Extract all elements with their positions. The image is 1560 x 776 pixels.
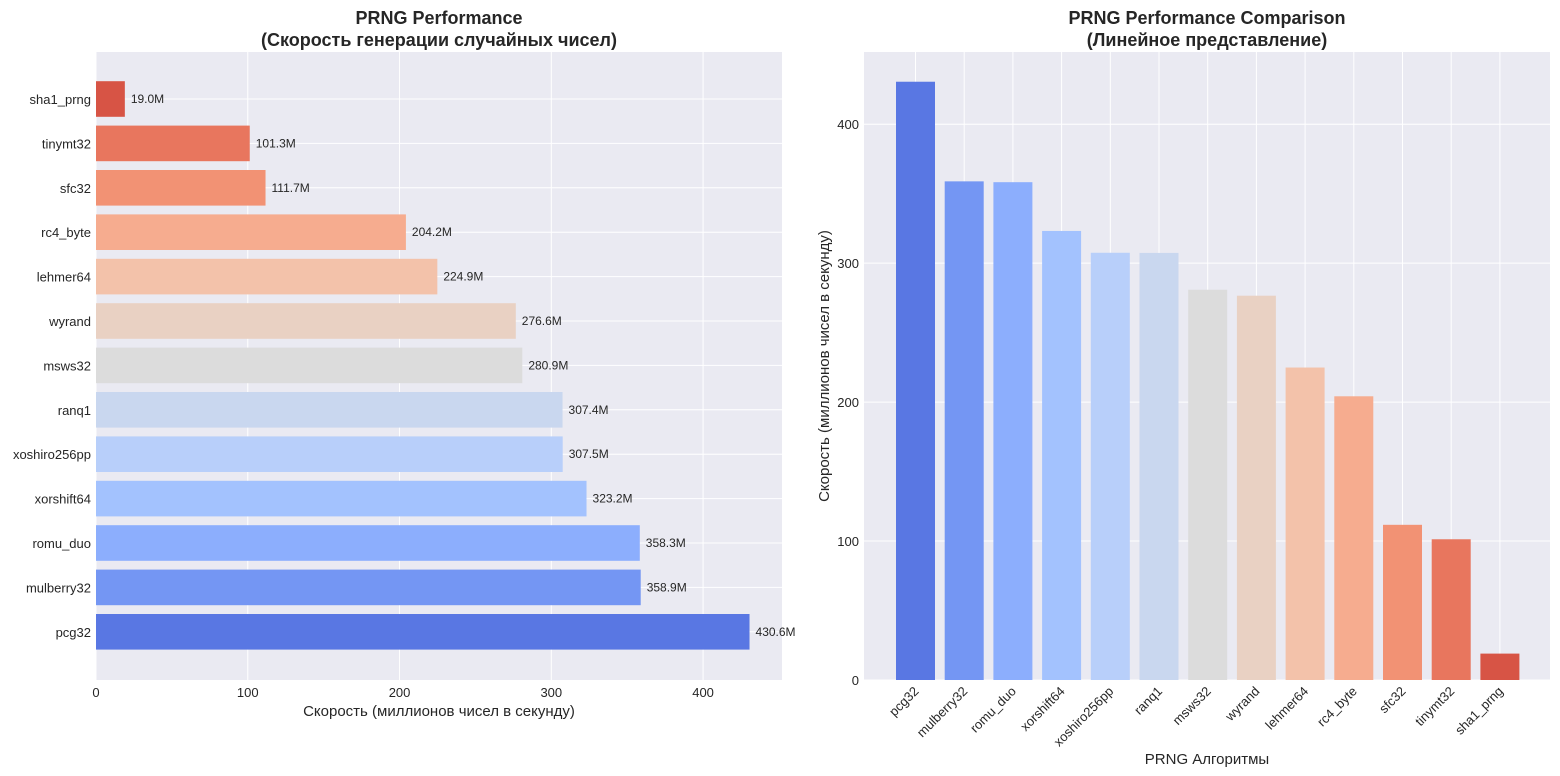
right-x-tick-msws32: msws32 bbox=[1169, 684, 1213, 728]
left-value-label-mulberry32: 358.9M bbox=[647, 580, 687, 594]
left-value-label-xoshiro256pp: 307.5M bbox=[569, 447, 609, 461]
right-title-line1: PRNG Performance Comparison bbox=[1068, 8, 1345, 28]
left-bar-lehmer64 bbox=[96, 258, 438, 295]
right-y-tick-400: 400 bbox=[837, 117, 859, 132]
left-x-tick-labels: 0 100 200 300 400 bbox=[92, 685, 714, 700]
right-title-line2: (Линейное представление) bbox=[1087, 30, 1327, 50]
right-x-tick-romu_duo: romu_duo bbox=[967, 684, 1019, 736]
left-value-label-sfc32: 111.7M bbox=[272, 181, 310, 195]
right-bar-lehmer64 bbox=[1285, 367, 1325, 680]
left-bar-mulberry32 bbox=[96, 569, 641, 606]
right-y-axis-label: Скорость (миллионов чисел в секунду) bbox=[816, 230, 833, 502]
right-x-tick-ranq1: ranq1 bbox=[1131, 684, 1165, 718]
right-y-tick-0: 0 bbox=[852, 673, 859, 688]
left-x-tick-0: 0 bbox=[92, 685, 99, 700]
left-title-line1: PRNG Performance bbox=[355, 8, 522, 28]
right-y-tick-300: 300 bbox=[837, 256, 859, 271]
left-title-line2: (Скорость генерации случайных чисел) bbox=[261, 30, 617, 50]
left-value-label-lehmer64: 224.9M bbox=[443, 270, 483, 284]
left-value-label-xorshift64: 323.2M bbox=[593, 492, 633, 506]
left-bar-pcg32 bbox=[96, 614, 750, 650]
left-y-tick-msws32: msws32 bbox=[43, 358, 91, 373]
right-chart: 0 100 200 300 400 pcg32mulberry32romu_duoxor… bbox=[816, 8, 1550, 768]
left-bar-xorshift64 bbox=[96, 480, 587, 517]
left-bar-romu_duo bbox=[96, 525, 640, 561]
right-bar-sfc32 bbox=[1383, 524, 1422, 680]
left-bar-rc4_byte bbox=[96, 214, 406, 250]
right-y-tick-labels: 0 100 200 300 400 bbox=[837, 117, 859, 688]
right-x-axis-label: PRNG Алгоритмы bbox=[1145, 751, 1269, 768]
left-y-tick-ranq1: ranq1 bbox=[58, 403, 91, 418]
left-y-tick-mulberry32: mulberry32 bbox=[26, 580, 91, 595]
left-y-tick-lehmer64: lehmer64 bbox=[37, 270, 91, 285]
right-bar-wyrand bbox=[1236, 295, 1276, 680]
left-y-tick-sfc32: sfc32 bbox=[60, 181, 91, 196]
right-bar-tinymt32 bbox=[1431, 539, 1471, 680]
right-bar-msws32 bbox=[1188, 289, 1228, 680]
right-bar-pcg32 bbox=[896, 81, 935, 681]
left-x-axis-label: Скорость (миллионов чисел в секунду) bbox=[303, 703, 575, 720]
left-y-tick-xoshiro256pp: xoshiro256pp bbox=[13, 447, 91, 462]
left-y-tick-sha1_prng: sha1_prng bbox=[30, 92, 91, 107]
right-x-tick-mulberry32: mulberry32 bbox=[914, 684, 971, 741]
left-value-label-sha1_prng: 19.0M bbox=[131, 92, 164, 106]
left-y-tick-wyrand: wyrand bbox=[48, 314, 91, 329]
right-y-tick-200: 200 bbox=[837, 395, 859, 410]
right-x-tick-tinymt32: tinymt32 bbox=[1412, 684, 1457, 729]
left-value-label-msws32: 280.9M bbox=[528, 358, 568, 372]
left-bar-sha1_prng bbox=[96, 81, 125, 117]
right-bar-mulberry32 bbox=[944, 181, 984, 681]
left-chart: 19.0M 101.3M 111.7M 204.2M 224.9M 276.6M 280.9… bbox=[13, 8, 796, 720]
left-y-tick-pcg32: pcg32 bbox=[56, 625, 91, 640]
left-value-label-ranq1: 307.4M bbox=[569, 403, 609, 417]
left-value-label-rc4_byte: 204.2M bbox=[412, 225, 452, 239]
right-x-tick-rc4_byte: rc4_byte bbox=[1314, 684, 1360, 730]
left-y-tick-romu_duo: romu_duo bbox=[32, 536, 91, 551]
right-bar-rc4_byte bbox=[1334, 396, 1374, 680]
left-y-tick-rc4_byte: rc4_byte bbox=[41, 225, 91, 240]
left-bar-tinymt32 bbox=[96, 125, 250, 162]
right-bar-sha1_prng bbox=[1480, 653, 1520, 680]
left-y-tick-tinymt32: tinymt32 bbox=[42, 136, 91, 151]
left-bar-msws32 bbox=[96, 347, 523, 384]
right-bars bbox=[896, 81, 1520, 681]
right-bar-ranq1 bbox=[1139, 252, 1179, 680]
right-x-tick-sfc32: sfc32 bbox=[1376, 684, 1409, 717]
right-x-tick-pcg32: pcg32 bbox=[886, 684, 922, 720]
left-y-tick-xorshift64: xorshift64 bbox=[35, 492, 91, 507]
right-y-tick-100: 100 bbox=[837, 534, 859, 549]
left-y-tick-labels: sha1_prng tinymt32 sfc32 rc4_byte lehmer64 wy… bbox=[13, 92, 91, 640]
left-value-label-romu_duo: 358.3M bbox=[646, 536, 686, 550]
right-x-tick-lehmer64: lehmer64 bbox=[1262, 684, 1311, 733]
left-value-label-wyrand: 276.6M bbox=[522, 314, 562, 328]
left-x-tick-200: 200 bbox=[389, 685, 411, 700]
right-x-tick-wyrand: wyrand bbox=[1222, 684, 1263, 725]
left-bar-sfc32 bbox=[96, 170, 266, 206]
right-bar-xoshiro256pp bbox=[1090, 252, 1130, 680]
right-bar-romu_duo bbox=[993, 182, 1033, 681]
left-x-tick-400: 400 bbox=[692, 685, 714, 700]
left-value-label-pcg32: 430.6M bbox=[756, 625, 796, 639]
right-bar-xorshift64 bbox=[1042, 230, 1082, 680]
right-x-tick-sha1_prng: sha1_prng bbox=[1452, 684, 1506, 738]
left-bar-ranq1 bbox=[96, 392, 563, 428]
left-value-label-tinymt32: 101.3M bbox=[256, 136, 296, 150]
right-x-tick-labels: pcg32mulberry32romu_duoxorshift64xoshiro… bbox=[886, 684, 1506, 750]
left-x-tick-100: 100 bbox=[237, 685, 259, 700]
left-x-tick-300: 300 bbox=[540, 685, 562, 700]
left-bar-xoshiro256pp bbox=[96, 436, 563, 472]
left-value-labels: 19.0M 101.3M 111.7M 204.2M 224.9M 276.6M 280.9… bbox=[131, 92, 796, 639]
left-bar-wyrand bbox=[96, 303, 516, 339]
right-x-tick-xorshift64: xorshift64 bbox=[1017, 684, 1067, 734]
left-bars bbox=[96, 81, 750, 650]
